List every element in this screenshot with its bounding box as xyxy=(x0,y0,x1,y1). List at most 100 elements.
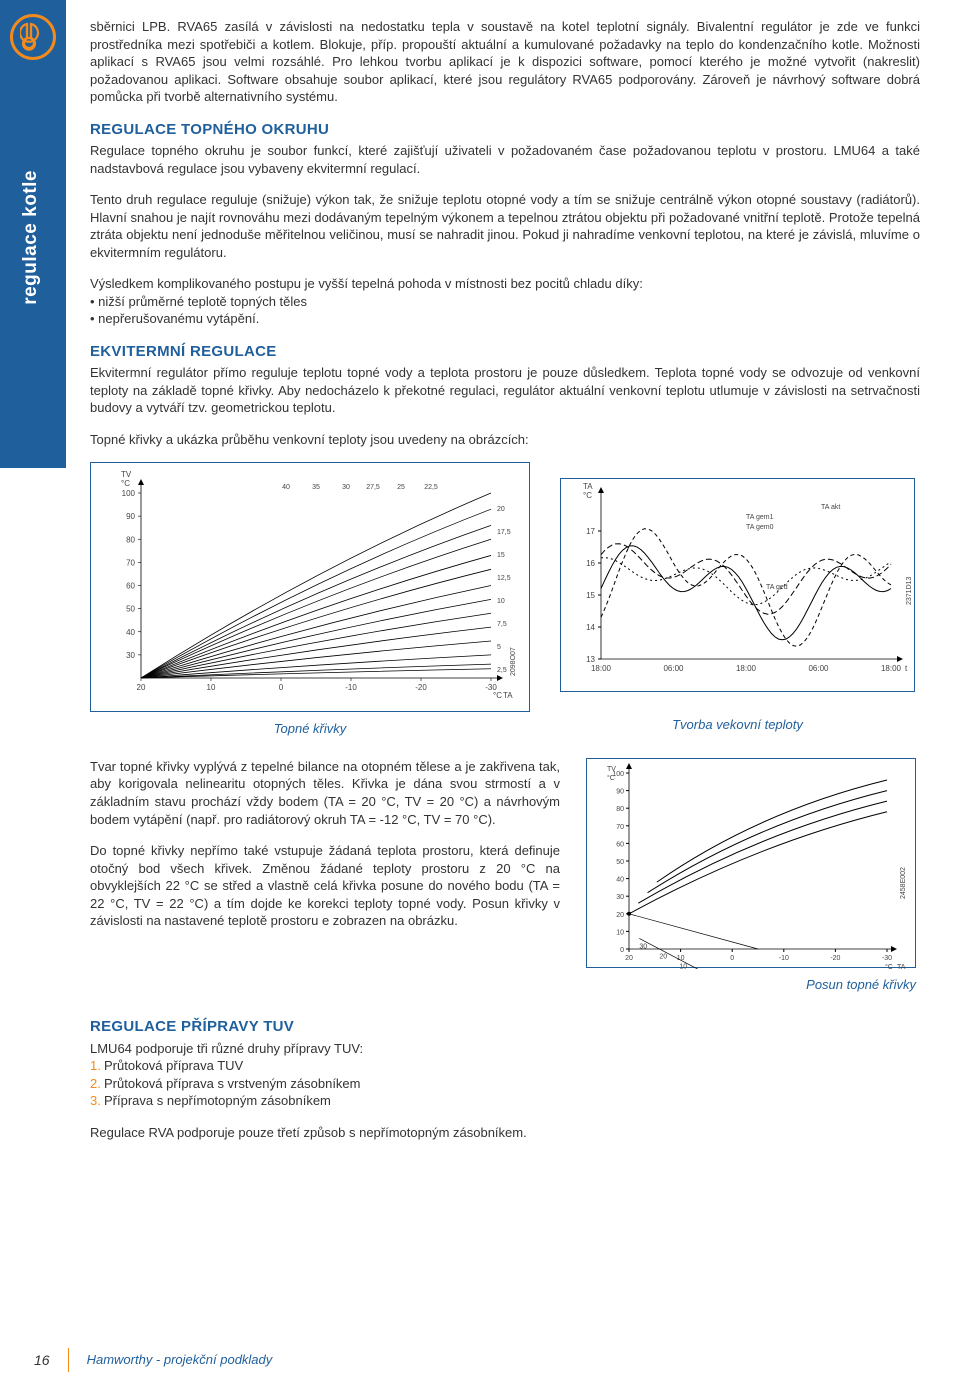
sec3-p2: Do topné křivky nepřímo také vstupuje žá… xyxy=(90,842,560,930)
svg-text:20: 20 xyxy=(137,683,146,692)
svg-text:10: 10 xyxy=(497,598,505,605)
sidebar-label: regulace kotle xyxy=(18,170,44,305)
chart1-caption: Topné křivky xyxy=(90,720,530,738)
svg-text:TV: TV xyxy=(607,766,616,773)
svg-text:TA ged: TA ged xyxy=(766,584,788,591)
svg-text:20: 20 xyxy=(616,912,624,919)
svg-text:70: 70 xyxy=(616,824,624,831)
svg-text:40: 40 xyxy=(616,876,624,883)
svg-text:-20: -20 xyxy=(830,955,840,962)
svg-text:-10: -10 xyxy=(779,955,789,962)
svg-text:18:00: 18:00 xyxy=(881,664,902,673)
svg-text:40: 40 xyxy=(282,484,290,491)
svg-text:°C: °C xyxy=(583,491,592,500)
svg-text:20: 20 xyxy=(497,506,505,513)
svg-text:25: 25 xyxy=(397,484,405,491)
svg-text:27,5: 27,5 xyxy=(366,484,380,491)
svg-text:°C: °C xyxy=(493,691,502,700)
svg-text:30: 30 xyxy=(342,484,350,491)
svg-text:-20: -20 xyxy=(415,683,427,692)
svg-text:70: 70 xyxy=(126,559,135,568)
page-footer: 16 Hamworthy - projekční podklady xyxy=(34,1348,272,1372)
svg-text:40: 40 xyxy=(126,628,135,637)
svg-text:0: 0 xyxy=(620,947,624,954)
page-number: 16 xyxy=(34,1351,50,1370)
section-heading-3: REGULACE PŘÍPRAVY TUV xyxy=(90,1017,920,1037)
row-2: Tvar topné křivky vyplývá z tepelné bila… xyxy=(90,758,920,994)
svg-text:14: 14 xyxy=(586,623,595,632)
svg-text:15: 15 xyxy=(497,552,505,559)
svg-text:30: 30 xyxy=(639,943,647,950)
svg-text:06:00: 06:00 xyxy=(808,664,829,673)
svg-text:18:00: 18:00 xyxy=(591,664,612,673)
sidebar: regulace kotle xyxy=(0,0,66,468)
svg-text:TA gem1: TA gem1 xyxy=(746,514,774,521)
svg-text:°C: °C xyxy=(121,479,130,488)
tuv-list: 1.Průtoková příprava TUV 2.Průtoková pří… xyxy=(90,1057,920,1110)
svg-text:17,5: 17,5 xyxy=(497,529,511,536)
sec3-text: Tvar topné křivky vyplývá z tepelné bila… xyxy=(90,758,560,994)
svg-text:7,5: 7,5 xyxy=(497,621,507,628)
svg-text:°C: °C xyxy=(885,963,893,969)
tuv-item-3: 3.Příprava s nepřímotopným zásobníkem xyxy=(90,1092,920,1110)
svg-text:2,5: 2,5 xyxy=(497,667,507,674)
svg-text:20: 20 xyxy=(659,953,667,960)
svg-text:10: 10 xyxy=(616,929,624,936)
svg-text:35: 35 xyxy=(312,484,320,491)
sec3-p1: Tvar topné křivky vyplývá z tepelné bila… xyxy=(90,758,560,828)
svg-text:TA: TA xyxy=(503,691,513,700)
chart3-wrap: 010203040506070809010020100-10-20-30TV°C… xyxy=(586,758,916,994)
svg-text:5: 5 xyxy=(497,644,501,651)
svg-text:TA: TA xyxy=(897,964,906,969)
section-heading-2: EKVITERMNÍ REGULACE xyxy=(90,342,920,362)
sec2-p2: Topné křivky a ukázka průběhu venkovní t… xyxy=(90,431,920,449)
svg-text:17: 17 xyxy=(586,527,595,536)
sec4-lead: LMU64 podporuje tři různé druhy přípravy… xyxy=(90,1040,920,1058)
sec1-b1: • nižší průměrné teplotě topných těles xyxy=(90,293,920,311)
svg-text:12,5: 12,5 xyxy=(497,575,511,582)
svg-text:TV: TV xyxy=(121,470,132,479)
sec1-p2: Tento druh regulace reguluje (snižuje) v… xyxy=(90,191,920,261)
svg-text:t: t xyxy=(905,664,908,673)
svg-text:-30: -30 xyxy=(882,955,892,962)
svg-text:0: 0 xyxy=(279,683,284,692)
svg-text:TA: TA xyxy=(583,482,593,491)
svg-text:10: 10 xyxy=(679,963,687,969)
sec4-tail: Regulace RVA podporuje pouze třetí způso… xyxy=(90,1124,920,1142)
svg-text:30: 30 xyxy=(126,651,135,660)
svg-text:2098O07: 2098O07 xyxy=(510,647,517,676)
tuv-item-1: 1.Průtoková příprava TUV xyxy=(90,1057,920,1075)
sec2-p1: Ekvitermní regulátor přímo reguluje tepl… xyxy=(90,364,920,417)
svg-text:50: 50 xyxy=(616,859,624,866)
heating-curves-chart: 3040506070809010020100-10-20-30TV°C°CTA4… xyxy=(90,462,530,712)
svg-text:20: 20 xyxy=(625,955,633,962)
footer-title: Hamworthy - projekční podklady xyxy=(87,1351,273,1369)
sec1-b2: • nepřerušovanému vytápění. xyxy=(90,310,920,328)
svg-text:18:00: 18:00 xyxy=(736,664,757,673)
curve-shift-chart: 010203040506070809010020100-10-20-30TV°C… xyxy=(586,758,916,968)
chart-row-1: 3040506070809010020100-10-20-30TV°C°CTA4… xyxy=(90,462,920,738)
chart1-wrap: 3040506070809010020100-10-20-30TV°C°CTA4… xyxy=(90,462,530,738)
sec1-p3: Výsledkem komplikovaného postupu je vyšš… xyxy=(90,275,920,293)
svg-text:2458E002: 2458E002 xyxy=(900,867,907,899)
sec1-p1: Regulace topného okruhu je soubor funkcí… xyxy=(90,142,920,177)
svg-text:50: 50 xyxy=(126,605,135,614)
outdoor-temp-chart: 131415161718:0006:0018:0006:0018:00TA°Ct… xyxy=(560,478,915,692)
svg-text:100: 100 xyxy=(122,489,136,498)
svg-text:90: 90 xyxy=(616,788,624,795)
svg-text:80: 80 xyxy=(126,536,135,545)
svg-text:22,5: 22,5 xyxy=(424,484,438,491)
svg-text:0: 0 xyxy=(730,955,734,962)
chart2-caption: Tvorba vekovní teploty xyxy=(560,716,915,734)
svg-text:10: 10 xyxy=(207,683,216,692)
svg-text:30: 30 xyxy=(616,894,624,901)
svg-text:13: 13 xyxy=(586,655,595,664)
svg-text:06:00: 06:00 xyxy=(663,664,684,673)
svg-text:80: 80 xyxy=(616,806,624,813)
chart3-caption: Posun topné křivky xyxy=(586,976,916,994)
page-content: sběrnici LPB. RVA65 zasílá v závislosti … xyxy=(90,18,920,1155)
svg-text:60: 60 xyxy=(616,841,624,848)
svg-text:°C: °C xyxy=(607,774,615,782)
svg-text:2371D13: 2371D13 xyxy=(906,577,913,606)
svg-text:-10: -10 xyxy=(345,683,357,692)
